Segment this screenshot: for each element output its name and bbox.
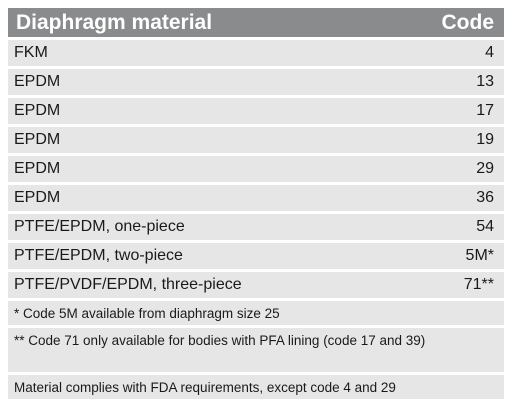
table-row: FKM 4	[8, 40, 504, 66]
material-cell: PTFE/PVDF/EPDM, three-piece	[14, 276, 242, 293]
code-cell: 17	[476, 102, 494, 119]
fda-compliance-note: Material complies with FDA requirements,…	[8, 375, 504, 399]
table-row: EPDM 29	[8, 156, 504, 182]
table-row: PTFE/EPDM, two-piece 5M*	[8, 243, 504, 269]
code-cell: 36	[476, 189, 494, 206]
material-cell: EPDM	[14, 102, 61, 119]
material-cell: EPDM	[14, 160, 61, 177]
table-row: PTFE/EPDM, one-piece 54	[8, 214, 504, 240]
header-code: Code	[441, 10, 495, 34]
material-cell: PTFE/EPDM, one-piece	[14, 218, 185, 235]
material-cell: EPDM	[14, 189, 61, 206]
material-cell: FKM	[14, 44, 48, 61]
table-row: EPDM 17	[8, 98, 504, 124]
material-cell: EPDM	[14, 131, 61, 148]
material-cell: EPDM	[14, 73, 61, 90]
code-cell: 54	[476, 218, 494, 235]
table-row: EPDM 19	[8, 127, 504, 153]
footnote-5m: * Code 5M available from diaphragm size …	[8, 301, 504, 325]
table-header: Diaphragm material Code	[8, 8, 504, 37]
code-cell: 13	[476, 73, 494, 90]
header-material: Diaphragm material	[16, 10, 213, 34]
code-cell: 19	[476, 131, 494, 148]
table-row: PTFE/PVDF/EPDM, three-piece 71**	[8, 272, 504, 298]
footnote-71: ** Code 71 only available for bodies wit…	[8, 328, 504, 372]
table-row: EPDM 13	[8, 69, 504, 95]
code-cell: 29	[476, 160, 494, 177]
code-cell: 5M*	[465, 247, 494, 264]
material-cell: PTFE/EPDM, two-piece	[14, 247, 183, 264]
code-cell: 4	[485, 44, 494, 61]
diaphragm-material-table: Diaphragm material Code FKM 4 EPDM 13 EP…	[8, 8, 504, 402]
code-cell: 71**	[463, 276, 494, 293]
table-row: EPDM 36	[8, 185, 504, 211]
